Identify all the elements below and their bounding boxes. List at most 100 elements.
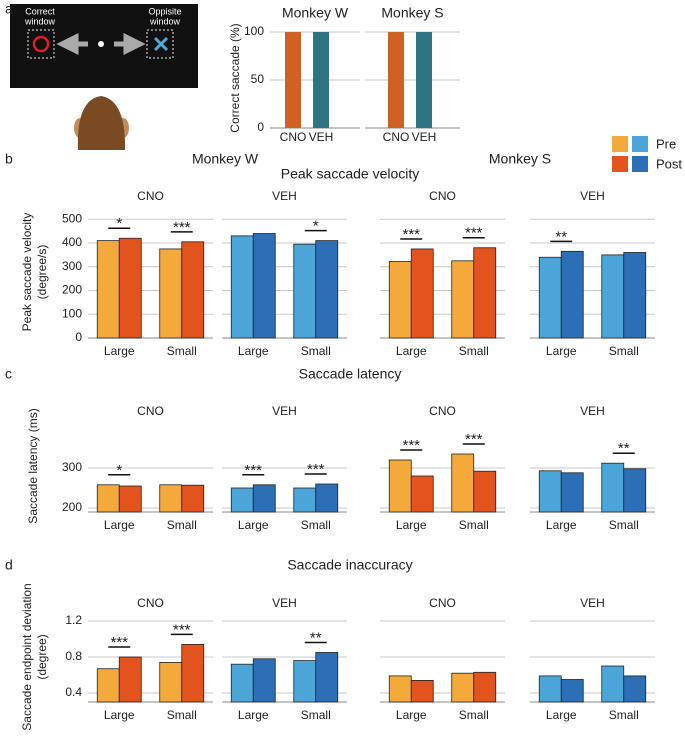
- x-tick-label: Small: [459, 708, 489, 722]
- x-tick-label: Small: [301, 518, 331, 532]
- bar: [315, 240, 339, 339]
- bar: [159, 484, 183, 513]
- significance-label: *: [116, 462, 122, 479]
- significance-label: **: [555, 228, 567, 245]
- x-tick-label: Small: [301, 708, 331, 722]
- bar: [96, 240, 120, 339]
- legend-swatch: [612, 156, 628, 172]
- legend-label: Pre: [656, 136, 676, 151]
- significance-label: ***: [173, 621, 191, 638]
- significance-label: ***: [244, 462, 262, 479]
- x-tick-label: Small: [609, 344, 639, 358]
- bar: [118, 237, 142, 339]
- bar: [96, 484, 120, 513]
- chart-title: CNO: [137, 189, 164, 203]
- significance-label: ***: [173, 219, 191, 236]
- x-tick-label: Large: [396, 708, 427, 722]
- significance-label: *: [116, 215, 122, 232]
- bar: [293, 487, 317, 513]
- x-tick-label: Large: [546, 518, 577, 532]
- bar: [252, 484, 276, 513]
- y-tick-label: 50: [251, 72, 265, 86]
- bar: [388, 32, 404, 128]
- y-tick-label: 200: [62, 283, 82, 297]
- y-axis-label: Peak saccade velocity: [20, 213, 34, 332]
- x-tick-label: CNO: [280, 130, 307, 144]
- schematic-label: window: [24, 16, 56, 26]
- y-tick-label: 0.4: [65, 685, 82, 699]
- panel-label: a: [5, 1, 13, 17]
- y-axis-label: (degree): [35, 634, 49, 679]
- bar: [623, 468, 647, 513]
- significance-label: ***: [110, 634, 128, 651]
- x-tick-label: Large: [238, 708, 269, 722]
- significance-label: ***: [465, 225, 483, 242]
- x-tick-label: Small: [609, 708, 639, 722]
- bar: [230, 235, 254, 339]
- chart-title: VEH: [272, 189, 297, 203]
- x-tick-label: Large: [104, 518, 135, 532]
- bar: [601, 462, 625, 513]
- bar: [623, 675, 647, 703]
- x-tick-label: Large: [238, 518, 269, 532]
- chart-title: VEH: [580, 189, 605, 203]
- bar: [560, 250, 584, 339]
- panel-label: b: [5, 151, 13, 167]
- y-axis-label: Saccade latency (ms): [26, 408, 40, 523]
- bar: [416, 32, 432, 128]
- group-header: Monkey S: [489, 151, 551, 167]
- x-tick-label: Small: [301, 344, 331, 358]
- bar: [118, 656, 142, 703]
- bar: [560, 679, 584, 703]
- target-circle: [32, 35, 50, 53]
- chart-title: VEH: [580, 404, 605, 418]
- bar: [451, 672, 475, 703]
- schematic-label: Correct: [25, 6, 55, 16]
- significance-label: **: [618, 440, 630, 457]
- bar: [313, 32, 329, 128]
- bar: [601, 254, 625, 339]
- bar: [230, 487, 254, 513]
- x-tick-label: CNO: [383, 130, 410, 144]
- legend-swatch: [632, 156, 648, 172]
- significance-label: ***: [402, 226, 420, 243]
- chart-title: VEH: [580, 596, 605, 610]
- bar: [315, 483, 339, 513]
- x-tick-label: VEH: [412, 130, 437, 144]
- schematic-label: window: [149, 16, 181, 26]
- chart-title: VEH: [272, 404, 297, 418]
- x-tick-label: Small: [609, 518, 639, 532]
- legend-swatch: [632, 136, 648, 152]
- y-tick-label: 400: [62, 235, 82, 249]
- chart-title: Monkey W: [282, 5, 349, 21]
- x-tick-label: Large: [396, 518, 427, 532]
- y-tick-label: 200: [62, 500, 82, 514]
- bar: [252, 233, 276, 339]
- bar: [623, 252, 647, 339]
- chart-title: VEH: [272, 596, 297, 610]
- significance-label: ***: [402, 437, 420, 454]
- chart-title: CNO: [137, 596, 164, 610]
- target-cross: [153, 36, 169, 52]
- bar: [410, 248, 434, 339]
- bar: [410, 680, 434, 703]
- bar: [181, 484, 205, 513]
- bar: [159, 248, 183, 339]
- y-axis-label: Saccade endpoint deviation: [20, 583, 34, 730]
- arrow: [114, 32, 146, 56]
- group-header: Monkey W: [192, 151, 259, 167]
- arrow: [56, 32, 88, 56]
- bar: [293, 243, 317, 339]
- bar: [538, 675, 562, 703]
- y-tick-label: 1.2: [65, 613, 82, 627]
- bar: [538, 256, 562, 339]
- x-tick-label: Large: [104, 708, 135, 722]
- bar: [230, 663, 254, 703]
- bar: [451, 453, 475, 513]
- chart-title: CNO: [137, 404, 164, 418]
- legend-label: Post: [656, 156, 682, 171]
- bar: [473, 247, 497, 339]
- x-tick-label: Large: [546, 708, 577, 722]
- y-tick-label: 0: [75, 330, 82, 344]
- chart-title: CNO: [429, 596, 456, 610]
